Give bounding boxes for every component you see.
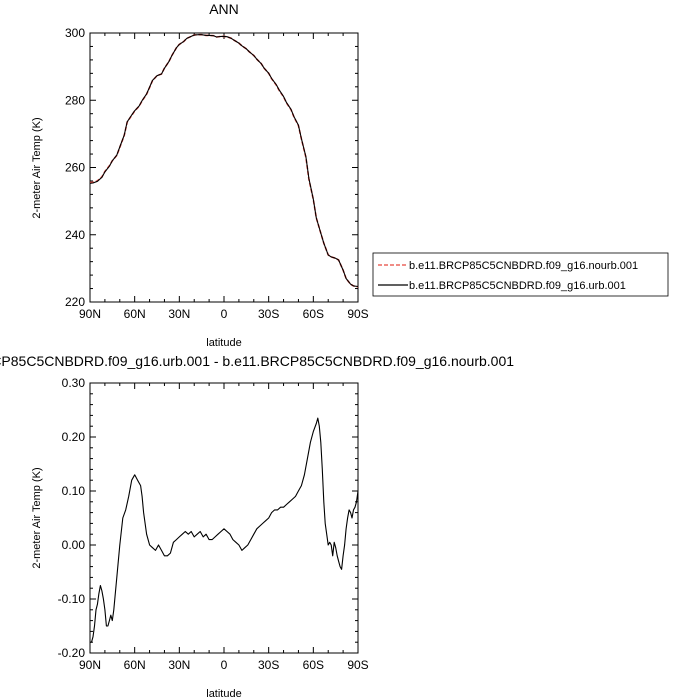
bottom-x-tick-label: 60N	[124, 658, 146, 672]
top-x-tick-label: 60S	[303, 307, 324, 321]
top-y-tick-label: 240	[65, 228, 85, 242]
top-panel: ANN 2-meter Air Temp (K) latitude 90N 60N…	[31, 1, 369, 349]
top-x-tick-label: 90S	[347, 307, 368, 321]
bottom-y-tick-label: 0.10	[62, 484, 86, 498]
top-series-line-1	[89, 34, 359, 288]
bottom-plot-frame	[89, 382, 359, 654]
bottom-x-tick-label: 30S	[258, 658, 279, 672]
top-x-tick-label: 60N	[124, 307, 146, 321]
bottom-series-line-0	[90, 417, 359, 643]
top-y-tick-label: 280	[65, 93, 85, 107]
bottom-x-axis-label: latitude	[206, 688, 241, 700]
bottom-x-tick-label: 30N	[168, 658, 190, 672]
bottom-y-axis-label: 2-meter Air Temp (K)	[31, 467, 43, 568]
top-x-tick-label: 0	[221, 307, 228, 321]
bottom-y-tick-label: 0.30	[62, 376, 86, 390]
bottom-y-tick-label: 0.20	[62, 430, 86, 444]
bottom-x-tick-label: 60S	[303, 658, 324, 672]
top-plot-frame	[89, 32, 359, 303]
legend: b.e11.BRCP85C5CNBDRD.f09_g16.nourb.001 b…	[372, 252, 669, 297]
bottom-x-tick-label: 90S	[347, 658, 368, 672]
top-x-tick-label: 30S	[258, 307, 279, 321]
legend-box	[372, 252, 669, 297]
bottom-x-tick-label: 0	[221, 658, 228, 672]
legend-label-urb: b.e11.BRCP85C5CNBDRD.f09_g16.urb.001	[409, 280, 626, 292]
bottom-chart-title: b.e11.BRCP85C5CNBDRD.f09_g16.urb.001 - b…	[0, 353, 514, 369]
top-x-tick-label: 90N	[79, 307, 101, 321]
top-y-tick-label: 300	[65, 26, 85, 40]
bottom-y-tick-label: -0.10	[58, 592, 86, 606]
top-y-axis-label: 2-meter Air Temp (K)	[31, 117, 43, 218]
bottom-y-tick-label: -0.20	[58, 646, 86, 660]
bottom-x-tick-label: 90N	[79, 658, 101, 672]
top-y-tick-label: 260	[65, 161, 85, 175]
top-chart-title: ANN	[209, 1, 239, 17]
legend-label-nourb: b.e11.BRCP85C5CNBDRD.f09_g16.nourb.001	[409, 260, 638, 272]
top-x-axis-label: latitude	[206, 337, 241, 349]
bottom-panel: b.e11.BRCP85C5CNBDRD.f09_g16.urb.001 - b…	[0, 353, 514, 700]
top-series-line-0	[89, 33, 359, 288]
bottom-y-tick-label: 0.00	[62, 538, 86, 552]
top-y-tick-label: 220	[65, 295, 85, 309]
top-x-tick-label: 30N	[168, 307, 190, 321]
